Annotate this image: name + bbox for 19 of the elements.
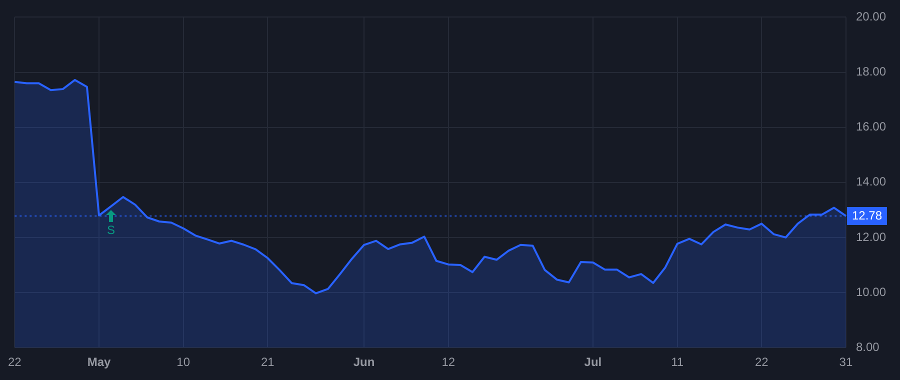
x-tick-label: Jul (584, 355, 602, 370)
x-tick-label: 11 (671, 355, 684, 370)
y-tick-label: 10.00 (856, 284, 886, 299)
x-tick-label: 22 (754, 355, 769, 370)
annotation: S (107, 223, 116, 238)
y-tick-label: 16.00 (856, 120, 886, 134)
ref-line-label: 12.78 (852, 208, 882, 222)
y-tick-label: 12.00 (856, 230, 886, 244)
x-tick-label: 31 (839, 355, 853, 370)
x-tick-label: 21 (261, 355, 275, 370)
x-tick-label: Jun (353, 355, 375, 370)
x-tick-label: 10 (176, 355, 190, 370)
y-tick-label: 20.00 (856, 10, 886, 24)
x-tick-label: 12 (442, 355, 456, 370)
x-tick-label: 22 (8, 355, 22, 370)
y-tick-label: 8.00 (856, 340, 880, 354)
y-tick-label: 18.00 (856, 64, 886, 79)
x-tick-label: May (87, 355, 112, 370)
y-tick-label: 14.00 (856, 174, 886, 189)
